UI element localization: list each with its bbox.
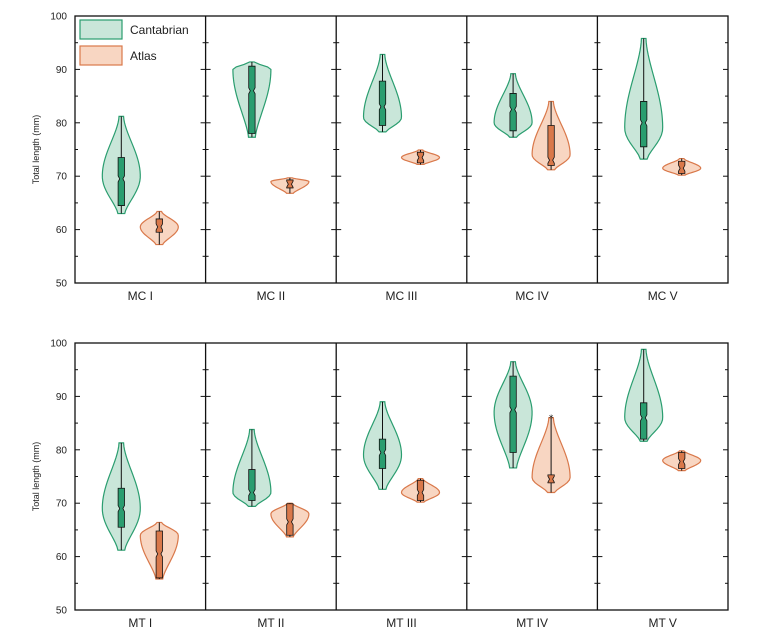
category-label: MT IV	[516, 616, 548, 630]
violin-box	[509, 375, 517, 453]
outlier-marker: *	[549, 414, 554, 424]
category-label: MC V	[648, 289, 678, 303]
plot-frame	[74, 15, 729, 284]
category-label: MT III	[386, 616, 416, 630]
violin-atlas-mc-iv	[531, 100, 571, 171]
violin-cantabrian-mt-i	[101, 442, 141, 551]
category-label: MC I	[128, 289, 153, 303]
violin-box	[678, 160, 686, 174]
panel-2: 50 60 70 80 90 100 Total length (mm) MT I MT II M…	[31, 339, 729, 630]
y-tick-label: 60	[56, 225, 68, 236]
y-tick-label: 60	[56, 552, 68, 563]
violin-atlas-mc-i	[139, 210, 179, 246]
violin-cantabrian-mt-ii	[232, 428, 272, 507]
violin-atlas-mt-iii	[400, 478, 441, 503]
category-label: MC III	[386, 289, 418, 303]
violin-cantabrian-mc-ii	[232, 61, 272, 138]
violin-cantabrian-mt-iii	[362, 401, 403, 490]
violin-box	[678, 452, 686, 469]
violin-box	[378, 438, 387, 469]
violin-atlas-mt-iv: *	[531, 414, 571, 494]
y-tick-label: 80	[56, 118, 68, 129]
y-tick-label: 100	[50, 12, 67, 23]
y-tick-label: 90	[56, 392, 68, 403]
violin-box	[416, 151, 425, 164]
violin-atlas-mt-v	[662, 450, 702, 472]
violin-cantabrian-mc-v	[624, 37, 664, 160]
violin-cantabrian-mc-iv	[493, 73, 533, 138]
violin-atlas-mc-ii	[270, 177, 310, 194]
plot-frame	[74, 342, 729, 611]
violin-box	[547, 125, 555, 166]
y-tick-label: 70	[56, 499, 68, 510]
y-tick-label: 90	[56, 65, 68, 76]
violin-box	[286, 503, 294, 536]
category-label: MT V	[648, 616, 676, 630]
violin-atlas-mc-iii	[400, 149, 441, 166]
violin-atlas-mt-ii	[270, 502, 310, 538]
violin-atlas-mt-i	[139, 521, 179, 580]
violin-box	[640, 402, 648, 440]
y-axis-title: Total length (mm)	[31, 442, 41, 512]
y-axis-title: Total length (mm)	[31, 115, 41, 185]
violin-box	[509, 93, 517, 132]
y-tick-label: 100	[50, 339, 67, 350]
violin-box	[248, 469, 256, 501]
violin-box	[117, 487, 125, 528]
violin-cantabrian-mc-iii	[362, 53, 403, 133]
violin-cantabrian-mc-i	[101, 115, 141, 215]
legend-swatch	[79, 45, 123, 66]
violin-box	[155, 218, 163, 233]
y-tick-label: 80	[56, 445, 68, 456]
legend: Cantabrian Atlas	[79, 19, 189, 66]
violin-box	[416, 479, 425, 501]
violin-box	[640, 101, 648, 148]
violin-cantabrian-mt-iv	[493, 361, 533, 469]
legend-label: Cantabrian	[130, 23, 189, 37]
category-label: MC IV	[515, 289, 548, 303]
category-label: MC II	[257, 289, 286, 303]
y-tick-label: 50	[56, 606, 68, 617]
panel-1: 50 60 70 80 90 100 Total length (mm) MC I MC II M…	[31, 12, 729, 303]
violin-atlas-mc-v	[662, 157, 702, 176]
violin-box	[117, 157, 125, 206]
category-label: MT I	[128, 616, 152, 630]
legend-swatch	[79, 19, 123, 40]
violin-box	[155, 530, 163, 579]
violin-box	[378, 80, 387, 126]
violin-cantabrian-mt-v	[624, 348, 664, 442]
violin-box	[547, 474, 555, 484]
violin-box	[286, 179, 294, 189]
y-tick-label: 70	[56, 172, 68, 183]
category-label: MT II	[257, 616, 284, 630]
y-tick-label: 50	[56, 279, 68, 290]
violin-box	[248, 65, 256, 134]
legend-label: Atlas	[130, 49, 157, 63]
